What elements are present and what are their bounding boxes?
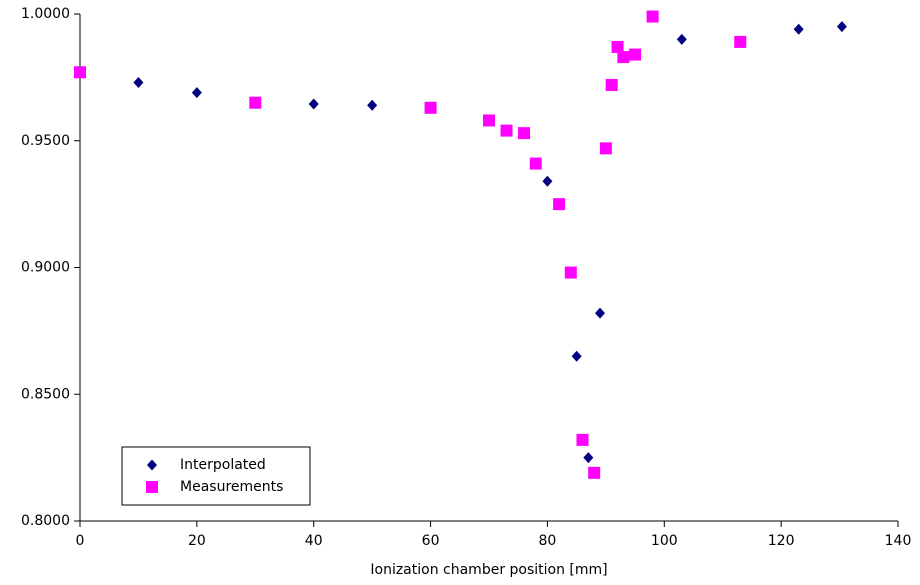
point: [483, 114, 495, 127]
point: [518, 127, 531, 140]
point: [617, 51, 630, 64]
y-tick-label: 0.9500: [21, 133, 70, 149]
point: [542, 175, 553, 187]
point: [793, 23, 804, 35]
point: [424, 101, 437, 114]
y-tick-label: 0.9000: [21, 260, 70, 276]
x-tick-label: 20: [188, 533, 206, 549]
point: [133, 76, 144, 88]
y-tick-label: 0.8000: [21, 513, 70, 529]
point: [74, 66, 86, 79]
legend-marker: [146, 481, 158, 493]
point: [191, 87, 202, 99]
point: [836, 21, 847, 33]
point: [367, 99, 378, 111]
point: [249, 96, 262, 109]
x-tick-label: 80: [539, 533, 557, 549]
x-tick-label: 100: [651, 533, 678, 549]
y-tick-label: 1.0000: [21, 6, 70, 22]
point: [629, 48, 642, 61]
legend-label: Measurements: [180, 479, 283, 495]
x-tick-label: 0: [76, 533, 85, 549]
y-tick-label: 0.8500: [21, 386, 70, 402]
point: [308, 98, 319, 110]
legend-marker: [147, 459, 157, 471]
x-axis-label: Ionization chamber position [mm]: [370, 562, 607, 578]
point: [576, 433, 589, 446]
point: [583, 452, 594, 464]
point: [500, 124, 513, 137]
x-tick-label: 120: [768, 533, 795, 549]
point: [599, 142, 612, 155]
point: [605, 78, 618, 91]
point: [611, 40, 624, 53]
point: [588, 466, 601, 479]
x-tick-label: 140: [885, 533, 912, 549]
point: [734, 35, 747, 48]
point: [529, 157, 542, 170]
point: [595, 307, 606, 319]
x-tick-label: 60: [422, 533, 440, 549]
x-tick-label: 40: [305, 533, 323, 549]
legend-label: Interpolated: [180, 457, 266, 473]
point: [676, 33, 687, 45]
point: [564, 266, 577, 279]
point: [553, 198, 566, 211]
legend-box: [121, 446, 311, 506]
point: [571, 350, 582, 362]
point: [646, 10, 659, 23]
